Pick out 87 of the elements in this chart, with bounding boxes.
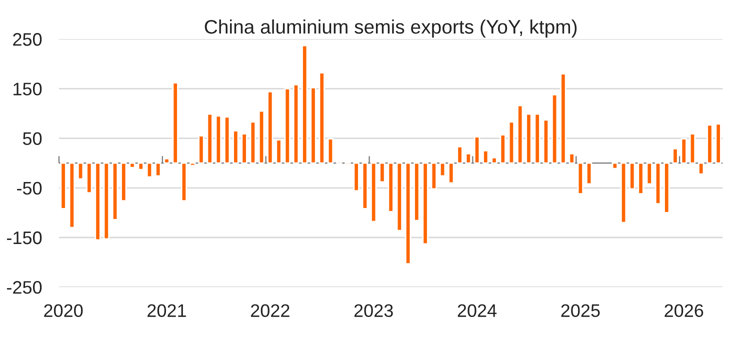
bar (422, 162, 428, 245)
bar (491, 156, 498, 164)
bar (474, 136, 480, 164)
bar (353, 162, 360, 192)
bar (232, 130, 239, 164)
bar (379, 162, 386, 183)
bar (206, 113, 213, 164)
bar (250, 121, 256, 164)
bar (715, 123, 722, 164)
bar (388, 162, 394, 212)
bar (500, 134, 506, 164)
bar (664, 162, 670, 214)
bar (112, 162, 118, 220)
bar (542, 119, 550, 164)
bar (60, 162, 66, 210)
bar (404, 162, 412, 264)
bar (284, 88, 290, 164)
bar (215, 115, 222, 164)
bar (103, 162, 110, 240)
y-tick-label: -150 (7, 231, 42, 244)
x-tick-label: 2022 (250, 304, 290, 318)
bar (517, 104, 524, 164)
bar (672, 148, 678, 164)
bar (654, 162, 662, 204)
bar (706, 124, 713, 164)
bar (224, 116, 230, 164)
bar (465, 152, 472, 164)
bar (526, 113, 532, 164)
x-tick-label: 2024 (458, 304, 497, 318)
bar (568, 152, 575, 164)
x-tick-label: 2020 (44, 304, 83, 318)
bar (77, 162, 84, 180)
bar (560, 73, 566, 164)
bar (508, 121, 515, 164)
bar (552, 94, 558, 164)
x-tick-label: 2025 (561, 304, 600, 318)
x-tick-label: 2026 (664, 304, 704, 318)
bar (448, 162, 454, 184)
bar (430, 162, 437, 190)
bar (198, 135, 204, 164)
y-tick-label: 250 (13, 33, 42, 46)
y-tick-label: -50 (17, 182, 42, 195)
chart-title: China aluminium semis exports (YoY, ktpm) (204, 19, 577, 38)
bar (146, 162, 153, 178)
bar (362, 162, 368, 210)
bar (370, 162, 377, 222)
y-tick-label: -250 (7, 281, 42, 294)
x-tick-label: 2021 (148, 304, 186, 318)
bar (180, 162, 188, 202)
bar (129, 162, 136, 168)
bar (680, 138, 687, 164)
bar (94, 162, 101, 241)
bar (172, 82, 178, 164)
bar (138, 162, 144, 170)
bar (689, 133, 696, 164)
bar (86, 162, 92, 194)
bar (439, 162, 446, 177)
bar (646, 162, 652, 185)
y-tick-label: 150 (14, 82, 42, 96)
bar (620, 162, 627, 224)
bar (638, 162, 644, 195)
bar (586, 162, 592, 185)
bar (292, 84, 300, 164)
bar (302, 44, 308, 164)
bar (456, 146, 463, 164)
bar (629, 162, 636, 190)
y-tick-label: 50 (22, 132, 42, 146)
bar (482, 150, 489, 164)
bar (698, 162, 704, 175)
bar (327, 138, 334, 164)
x-tick-label: 2023 (354, 304, 393, 318)
bar (276, 139, 282, 164)
bar (164, 158, 170, 164)
bar (396, 162, 403, 232)
bar (68, 162, 75, 228)
bar (612, 162, 618, 170)
bar (241, 133, 248, 164)
bar (267, 90, 274, 164)
bar (258, 110, 265, 164)
bar (310, 87, 316, 164)
bar (414, 162, 420, 222)
bar (534, 113, 540, 164)
bar (318, 72, 325, 164)
bar (577, 162, 584, 195)
bar (190, 162, 196, 166)
bar (120, 162, 127, 202)
bar (155, 162, 162, 177)
